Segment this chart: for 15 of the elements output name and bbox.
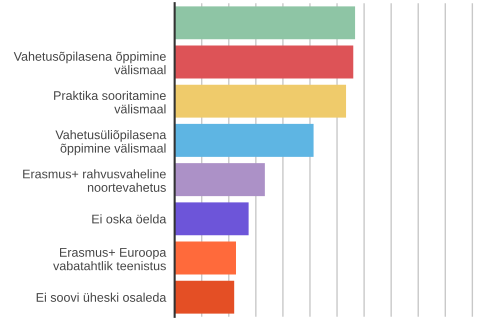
- y-tick-label: Ei oska öelda: [92, 214, 166, 224]
- y-tick-label: Vahetusüliõpilasena õppimine välismaal: [55, 130, 166, 156]
- y-tick-label: Vahetusõpilasena õppimine välismaal: [14, 52, 166, 74]
- y-tick-label: Ei soovi üheski osaleda: [36, 292, 166, 302]
- bar: [174, 6, 356, 40]
- y-tick-label: Praktika sooritamine välismaal: [54, 90, 166, 114]
- y-tick-label: Erasmus+ rahvusvaheline noortevahetus: [23, 169, 166, 192]
- bar: [174, 46, 354, 78]
- bar: [174, 163, 265, 196]
- bar: [174, 84, 346, 118]
- bar: [174, 280, 234, 314]
- y-tick-label: Erasmus+ Euroopa vabatahtlik teenistus: [53, 248, 166, 270]
- bar: [174, 242, 236, 274]
- bar: [174, 202, 249, 236]
- bar: [174, 124, 314, 157]
